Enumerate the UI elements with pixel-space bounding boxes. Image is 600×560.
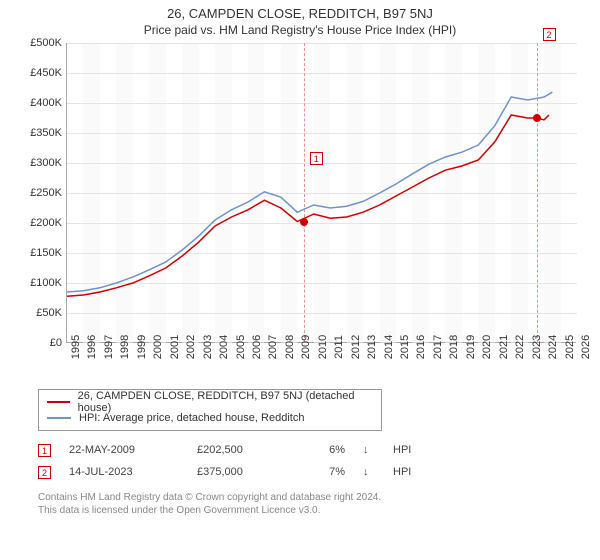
sale-date: 14-JUL-2023 bbox=[69, 466, 179, 478]
sale-id-box: 2 bbox=[38, 466, 51, 479]
x-tick-label: 2015 bbox=[399, 335, 411, 359]
plot-region: 12 bbox=[66, 43, 576, 343]
sale-date: 22-MAY-2009 bbox=[69, 444, 179, 456]
legend-swatch bbox=[47, 417, 71, 419]
x-tick-label: 2006 bbox=[251, 335, 263, 359]
x-tick-label: 2000 bbox=[152, 335, 164, 359]
arrow-down-icon: ↓ bbox=[363, 466, 375, 478]
x-tick-label: 2020 bbox=[481, 335, 493, 359]
sale-marker-dot bbox=[300, 218, 308, 226]
x-tick-label: 2005 bbox=[235, 335, 247, 359]
x-tick-label: 2012 bbox=[350, 335, 362, 359]
x-tick-label: 2016 bbox=[415, 335, 427, 359]
sale-marker-dot bbox=[533, 114, 541, 122]
sale-marker-vline bbox=[537, 43, 538, 343]
x-tick-label: 2008 bbox=[284, 335, 296, 359]
x-tick-label: 2025 bbox=[564, 335, 576, 359]
y-tick-label: £250K bbox=[18, 187, 62, 199]
x-tick-label: 2011 bbox=[333, 335, 345, 359]
sale-marker-vline bbox=[304, 43, 305, 343]
legend-label: 26, CAMPDEN CLOSE, REDDITCH, B97 5NJ (de… bbox=[78, 390, 373, 414]
chart-subtitle: Price paid vs. HM Land Registry's House … bbox=[0, 21, 600, 43]
x-tick-label: 2004 bbox=[218, 335, 230, 359]
legend-box: 26, CAMPDEN CLOSE, REDDITCH, B97 5NJ (de… bbox=[38, 389, 382, 431]
y-tick-label: £100K bbox=[18, 277, 62, 289]
legend-row: 26, CAMPDEN CLOSE, REDDITCH, B97 5NJ (de… bbox=[47, 394, 373, 410]
x-tick-label: 2007 bbox=[267, 335, 279, 359]
sale-hpi-label: HPI bbox=[393, 444, 423, 456]
chart-title: 26, CAMPDEN CLOSE, REDDITCH, B97 5NJ bbox=[0, 0, 600, 21]
sale-table: 1 22-MAY-2009 £202,500 6% ↓ HPI 2 14-JUL-2023 £3… bbox=[38, 439, 600, 483]
x-tick-label: 1997 bbox=[103, 335, 115, 359]
sale-hpi-label: HPI bbox=[393, 466, 423, 478]
sale-marker-label: 1 bbox=[310, 152, 323, 165]
x-tick-label: 1995 bbox=[70, 335, 82, 359]
y-tick-label: £0 bbox=[18, 337, 62, 349]
y-tick-label: £500K bbox=[18, 37, 62, 49]
legend-swatch bbox=[47, 401, 70, 403]
sale-price: £375,000 bbox=[197, 466, 287, 478]
x-tick-label: 2001 bbox=[169, 335, 181, 359]
x-tick-label: 2019 bbox=[465, 335, 477, 359]
x-tick-label: 2024 bbox=[547, 335, 559, 359]
series-line-1 bbox=[67, 92, 552, 292]
y-tick-label: £350K bbox=[18, 127, 62, 139]
x-tick-label: 2013 bbox=[366, 335, 378, 359]
y-tick-label: £200K bbox=[18, 217, 62, 229]
x-tick-label: 1996 bbox=[86, 335, 98, 359]
x-tick-label: 2022 bbox=[514, 335, 526, 359]
chart-area: 12 1995 1996 1997 1998 1999 2000 2001 2002 2003 2… bbox=[16, 43, 576, 383]
y-tick-label: £150K bbox=[18, 247, 62, 259]
y-tick-label: £50K bbox=[18, 307, 62, 319]
sale-price: £202,500 bbox=[197, 444, 287, 456]
sale-row: 1 22-MAY-2009 £202,500 6% ↓ HPI bbox=[38, 439, 600, 461]
arrow-down-icon: ↓ bbox=[363, 444, 375, 456]
x-tick-label: 2002 bbox=[185, 335, 197, 359]
x-tick-label: 2026 bbox=[580, 335, 592, 359]
x-tick-label: 2017 bbox=[432, 335, 444, 359]
sale-id-box: 1 bbox=[38, 444, 51, 457]
sale-marker-label: 2 bbox=[543, 28, 556, 41]
x-tick-label: 2021 bbox=[498, 335, 510, 359]
footer: Contains HM Land Registry data © Crown c… bbox=[38, 491, 600, 517]
x-tick-label: 1999 bbox=[136, 335, 148, 359]
chart-container: 26, CAMPDEN CLOSE, REDDITCH, B97 5NJ Pri… bbox=[0, 0, 600, 560]
x-tick-label: 2023 bbox=[531, 335, 543, 359]
series-line-0 bbox=[67, 115, 549, 296]
x-tick-label: 2010 bbox=[317, 335, 329, 359]
y-tick-label: £450K bbox=[18, 67, 62, 79]
sale-row: 2 14-JUL-2023 £375,000 7% ↓ HPI bbox=[38, 461, 600, 483]
legend-label: HPI: Average price, detached house, Redd… bbox=[79, 412, 304, 424]
series-svg bbox=[67, 43, 577, 343]
footer-line-2: This data is licensed under the Open Gov… bbox=[38, 504, 600, 517]
x-tick-label: 2003 bbox=[202, 335, 214, 359]
x-tick-label: 1998 bbox=[119, 335, 131, 359]
footer-line-1: Contains HM Land Registry data © Crown c… bbox=[38, 491, 600, 504]
sale-pct: 6% bbox=[305, 444, 345, 456]
y-tick-label: £400K bbox=[18, 97, 62, 109]
sale-pct: 7% bbox=[305, 466, 345, 478]
x-tick-label: 2009 bbox=[300, 335, 312, 359]
x-tick-label: 2014 bbox=[383, 335, 395, 359]
x-tick-label: 2018 bbox=[448, 335, 460, 359]
y-tick-label: £300K bbox=[18, 157, 62, 169]
